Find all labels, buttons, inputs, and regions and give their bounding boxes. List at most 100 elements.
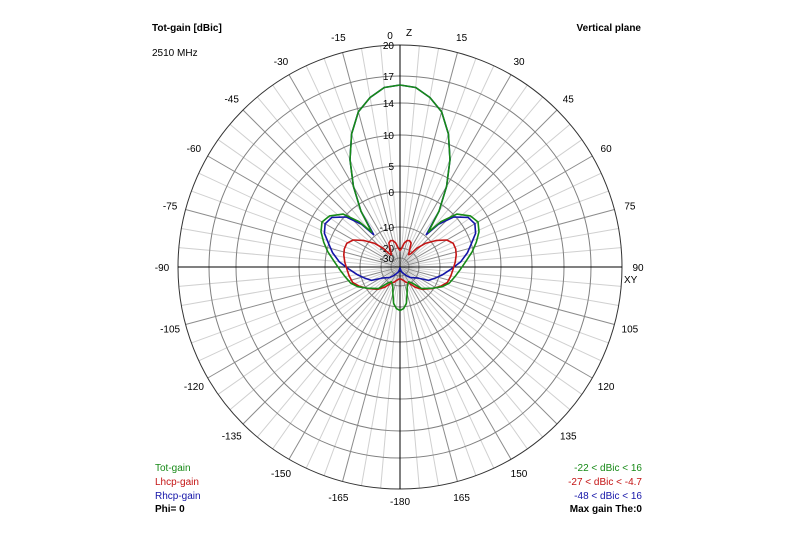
radial-tick-label: 5 (388, 162, 394, 173)
phi-label: Phi= 0 (155, 504, 185, 515)
angle-gridline (181, 266, 401, 307)
angle-tick-label: 30 (513, 57, 525, 68)
chart-title: Tot-gain [dBic] (152, 23, 222, 34)
angle-gridline (399, 266, 528, 450)
angle-gridline (229, 266, 401, 411)
radial-tick-label: 14 (383, 99, 395, 110)
angle-gridline (399, 96, 544, 268)
angle-gridline (207, 266, 401, 379)
angle-gridline (288, 266, 401, 460)
angle-tick-label: -30 (274, 57, 289, 68)
angle-gridline (207, 155, 401, 268)
angle-gridline (399, 52, 458, 268)
angle-tick-label: 45 (563, 95, 575, 106)
angle-tick-label: 60 (601, 144, 613, 155)
plane-label: Vertical plane (577, 23, 642, 34)
angle-gridline (191, 190, 401, 268)
angle-gridline (323, 58, 401, 268)
angle-tick-label: -135 (222, 431, 242, 442)
angle-gridline (399, 172, 602, 268)
xy-axis-label: XY (624, 275, 638, 286)
angle-gridline (399, 266, 602, 362)
angle-tick-label: 15 (456, 33, 468, 44)
radial-tick-label: -10 (380, 223, 395, 234)
angle-gridline (399, 266, 420, 489)
angle-tick-label: 135 (560, 431, 577, 442)
angle-gridline (191, 266, 401, 344)
angle-gridline (399, 266, 544, 438)
angle-gridline (399, 266, 615, 325)
pattern-curves (320, 84, 480, 312)
angle-tick-label: 105 (622, 325, 639, 336)
angle-tick-label: -15 (331, 33, 346, 44)
angle-gridline (399, 190, 609, 268)
angle-gridline (399, 45, 420, 268)
angle-gridline (198, 172, 401, 268)
angle-gridline (399, 266, 619, 307)
angle-gridline (242, 266, 401, 425)
angle-gridline (181, 227, 401, 268)
angle-gridline (399, 139, 583, 268)
legend-lhcp-range: -27 < dBic < -4.7 (568, 477, 642, 488)
angle-tick-label: 165 (453, 493, 470, 504)
series-lhcp-gain-curve (343, 239, 457, 291)
radial-tick-labels: 20 17 14 10 5 0 -10 -20-30 (380, 41, 395, 265)
angle-gridline (178, 247, 401, 268)
angle-tick-label: -60 (187, 144, 202, 155)
angle-gridline (399, 209, 615, 268)
angle-tick-label: 0 (387, 31, 393, 42)
angle-tick-label: 120 (598, 382, 615, 393)
z-axis-label: Z (406, 28, 412, 39)
angle-gridline (399, 247, 622, 268)
angle-gridline (272, 266, 401, 450)
angle-gridline (185, 209, 401, 268)
angle-gridline (323, 266, 401, 476)
max-gain-label: Max gain The:0 (570, 504, 643, 515)
angle-gridline (399, 155, 593, 268)
angle-tick-label: 75 (624, 201, 636, 212)
angle-gridline (399, 266, 593, 379)
legend-rhcp-gain: Rhcp-gain (155, 491, 201, 502)
angle-gridline (342, 52, 401, 268)
frequency-label: 2510 MHz (152, 48, 198, 59)
angle-gridline (288, 74, 401, 268)
angle-gridline (198, 266, 401, 362)
angle-gridline (178, 266, 401, 287)
angle-gridline (399, 266, 458, 482)
angle-gridline (380, 45, 401, 268)
angle-gridline (399, 266, 477, 476)
angle-gridline (256, 96, 401, 268)
angle-tick-labels: 0 153045607590105120135150165-180-165-150… (155, 31, 644, 508)
radial-tick-label: -20 (380, 244, 395, 255)
angle-gridline (399, 84, 528, 268)
radial-tick-label: 10 (383, 131, 395, 142)
radial-tick-label: 20 (383, 41, 395, 52)
angle-gridline (305, 65, 401, 268)
angle-gridline (342, 266, 401, 482)
radial-tick-label: 0 (388, 188, 394, 199)
angle-gridline (399, 266, 495, 469)
angle-gridline (399, 266, 622, 287)
series-tot-gain-curve (320, 84, 480, 312)
angle-gridline (360, 48, 401, 268)
angle-tick-label: -150 (271, 469, 291, 480)
angle-gridline (380, 266, 401, 489)
angle-gridline (399, 48, 440, 268)
legend-rhcp-range: -48 < dBic < 16 (574, 491, 642, 502)
angle-gridline (399, 266, 609, 344)
angle-gridline (242, 109, 401, 268)
angle-tick-label: 90 (632, 263, 644, 274)
radial-tick-label: 17 (383, 72, 395, 83)
angle-gridline (305, 266, 401, 469)
angle-gridline (272, 84, 401, 268)
radial-tick-label: -30 (380, 254, 395, 265)
legend-tot-gain: Tot-gain (155, 463, 191, 474)
angle-gridline (399, 109, 558, 268)
angle-gridline (185, 266, 401, 325)
legend-lhcp-gain: Lhcp-gain (155, 477, 199, 488)
angle-gridline (399, 74, 512, 268)
angle-tick-label: -75 (163, 201, 178, 212)
angle-gridline (256, 266, 401, 438)
angle-tick-label: -120 (184, 382, 204, 393)
